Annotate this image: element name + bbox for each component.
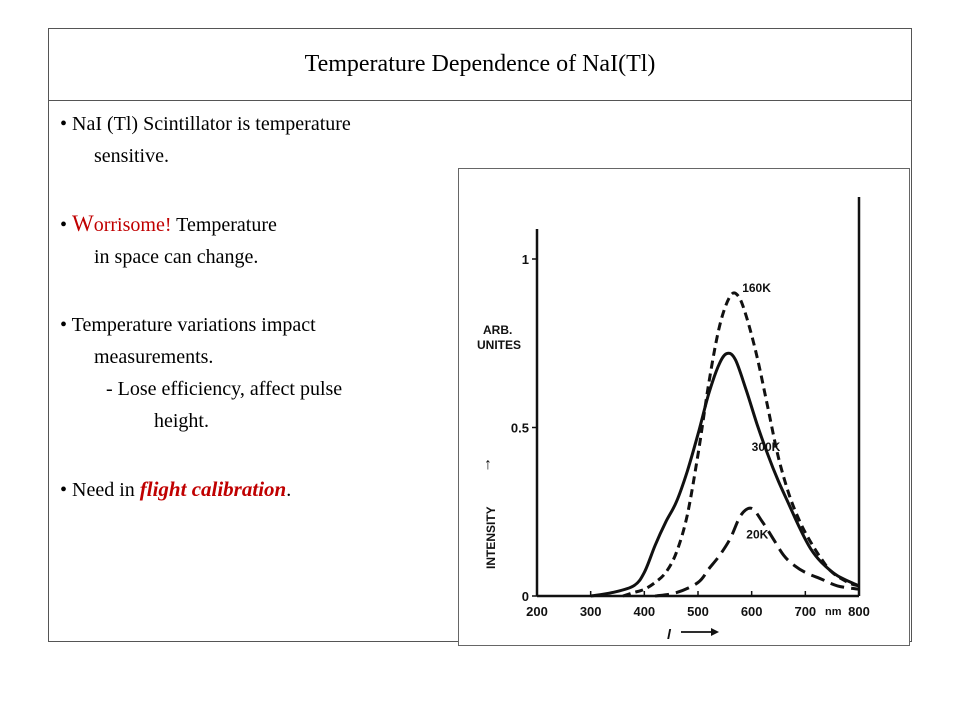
bullet-1-line-1: • NaI (Tl) Scintillator is temperature <box>60 113 351 135</box>
x-tick-label-500: 500 <box>687 604 709 619</box>
ylabel-arrow: ↑ <box>484 456 492 473</box>
y-tick-label-0: 0 <box>522 589 529 604</box>
bullet-4-prefix: • Need in <box>60 479 140 501</box>
bullet-3-line-4: height. <box>154 410 209 432</box>
bullet-2-red: orrisome! <box>93 214 172 236</box>
bullet-3-line-2: measurements. <box>94 346 214 368</box>
bullet-2-line-2: in space can change. <box>94 246 259 268</box>
series-label-160K: 160K <box>742 281 771 295</box>
spectrum-chart: ARB. UNITES INTENSITY ↑ l nm 200 300 400 50… <box>477 197 870 642</box>
bullet-2-marker: • <box>60 214 73 236</box>
series-300K <box>590 351 860 598</box>
title-bar: Temperature Dependence of NaI(Tl) <box>48 28 912 101</box>
bullet-2-line-1: • Worrisome! Temperature <box>60 208 480 241</box>
chart-axes <box>532 197 861 636</box>
x-tick-label-700: 700 <box>794 604 816 619</box>
xunit: nm <box>825 606 842 618</box>
y-tick-label-0.5: 0.5 <box>511 421 529 436</box>
x-tick-label-800: 800 <box>848 604 870 619</box>
series-160K <box>622 291 860 598</box>
ylabel-intensity: INTENSITY <box>484 506 498 569</box>
bullet-4-line-1: • Need in flight calibration. <box>60 473 480 506</box>
series-label-300K: 300K <box>752 440 781 454</box>
slide-title: Temperature Dependence of NaI(Tl) <box>304 50 656 77</box>
bullet-2-w: W <box>72 211 94 236</box>
x-tick-label-300: 300 <box>580 604 602 619</box>
chart-curves <box>590 291 860 598</box>
chart-labels: ARB. UNITES INTENSITY ↑ l nm 200 300 400 50… <box>477 252 870 642</box>
x-tick-label-200: 200 <box>526 604 548 619</box>
bullet-4-suffix: . <box>286 479 292 501</box>
x-arrow-head <box>711 628 719 636</box>
ylabel-arb: ARB. <box>483 323 512 337</box>
bullet-1-line-2: sensitive. <box>94 145 169 167</box>
bullet-3-line-1: • Temperature variations impact <box>60 314 316 336</box>
ylabel-unites: UNITES <box>477 338 521 352</box>
xlabel: l <box>667 626 672 642</box>
bullet-4-red: flight calibration <box>139 477 287 501</box>
y-tick-label-1: 1 <box>522 252 529 267</box>
bullet-3-line-3: - Lose efficiency, affect pulse <box>106 378 343 400</box>
bullet-2-rest: Temperature <box>171 214 277 236</box>
series-20K <box>654 506 860 598</box>
x-tick-label-600: 600 <box>741 604 763 619</box>
x-tick-label-400: 400 <box>633 604 655 619</box>
bullet-list: • NaI (Tl) Scintillator is temperature s… <box>60 108 480 506</box>
emission-spectrum-figure: ARB. UNITES INTENSITY ↑ l nm 200 300 400 50… <box>458 168 910 646</box>
series-label-20K: 20K <box>746 528 768 542</box>
